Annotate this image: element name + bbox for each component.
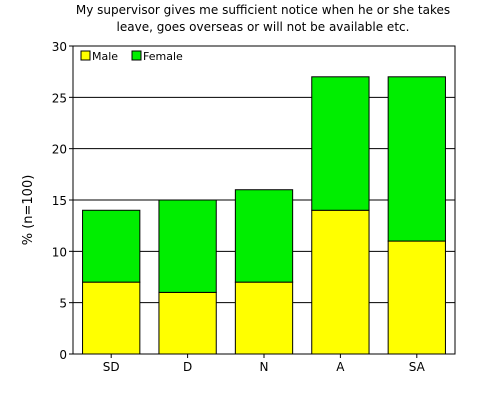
y-tick-label: 25 (52, 91, 67, 105)
bar-sd-male (82, 281, 141, 355)
bar-n-female (234, 189, 294, 283)
x-tick-label: A (336, 360, 345, 374)
y-tick-label: 20 (52, 143, 67, 157)
bar-sa-female (387, 76, 446, 242)
y-tick-label: 5 (59, 297, 67, 311)
y-tick-label: 30 (52, 40, 67, 54)
x-tick-label: D (183, 360, 192, 374)
legend-swatch-male (80, 50, 91, 61)
bar-d-male (158, 291, 217, 355)
chart-title-line-2: leave, goes overseas or will not be avai… (117, 20, 410, 34)
bar-sd-female (82, 209, 141, 283)
y-tick-label: 15 (52, 194, 67, 208)
bar-d-female (158, 199, 217, 293)
y-tick-label: 10 (52, 245, 67, 259)
x-tick-label: N (260, 360, 269, 374)
legend-label-female: Female (143, 50, 183, 63)
axes: 0 5 10 15 20 25 30 SD D N A SA (52, 40, 456, 374)
legend-label-male: Male (92, 50, 118, 63)
bar-sa-male (387, 240, 446, 355)
bar-a-female (311, 76, 370, 211)
chart-title-line-1: My supervisor gives me sufficient notice… (76, 3, 450, 17)
x-tick-label: SD (103, 360, 120, 374)
bars (82, 76, 446, 355)
legend-swatch-female (131, 50, 142, 61)
x-tick-label: SA (409, 360, 426, 374)
y-axis-label: % (n=100) (21, 175, 36, 246)
legend: Male Female (80, 50, 183, 63)
bar-n-male (234, 281, 294, 355)
bar-a-male (311, 209, 370, 355)
y-tick-label: 0 (59, 348, 67, 362)
